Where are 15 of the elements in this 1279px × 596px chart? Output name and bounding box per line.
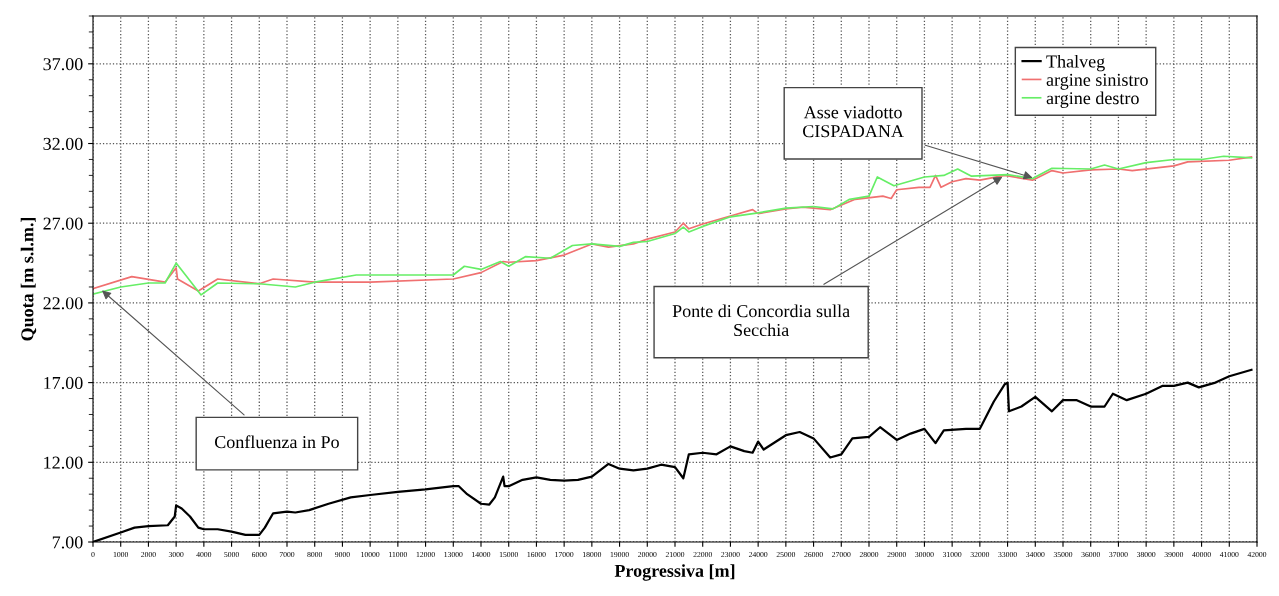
annotation: Ponte di Concordia sulla Secchia xyxy=(672,304,850,337)
y-tick-label: 17.00 xyxy=(44,376,83,390)
y-axis-title: Quota [m s.l.m.] xyxy=(20,217,37,341)
y-tick-label: 22.00 xyxy=(43,297,83,310)
legend-label: argine destro xyxy=(1046,91,1139,108)
legend-label: argine sinistro xyxy=(1046,73,1148,90)
legend-label: Thalveg xyxy=(1046,54,1105,72)
y-tick-label: 37.00 xyxy=(43,58,83,71)
y-tick-label: 27.00 xyxy=(43,217,83,230)
annotation: Asse viadotto CISPADANA xyxy=(802,105,904,138)
y-tick-label: 12.00 xyxy=(44,456,83,469)
y-tick-label: 32.00 xyxy=(43,137,83,151)
annotation: Confluenza in Po xyxy=(214,435,339,449)
y-tick-label: 7.00 xyxy=(52,536,83,549)
x-axis-title: Progressiva [m] xyxy=(614,564,735,581)
